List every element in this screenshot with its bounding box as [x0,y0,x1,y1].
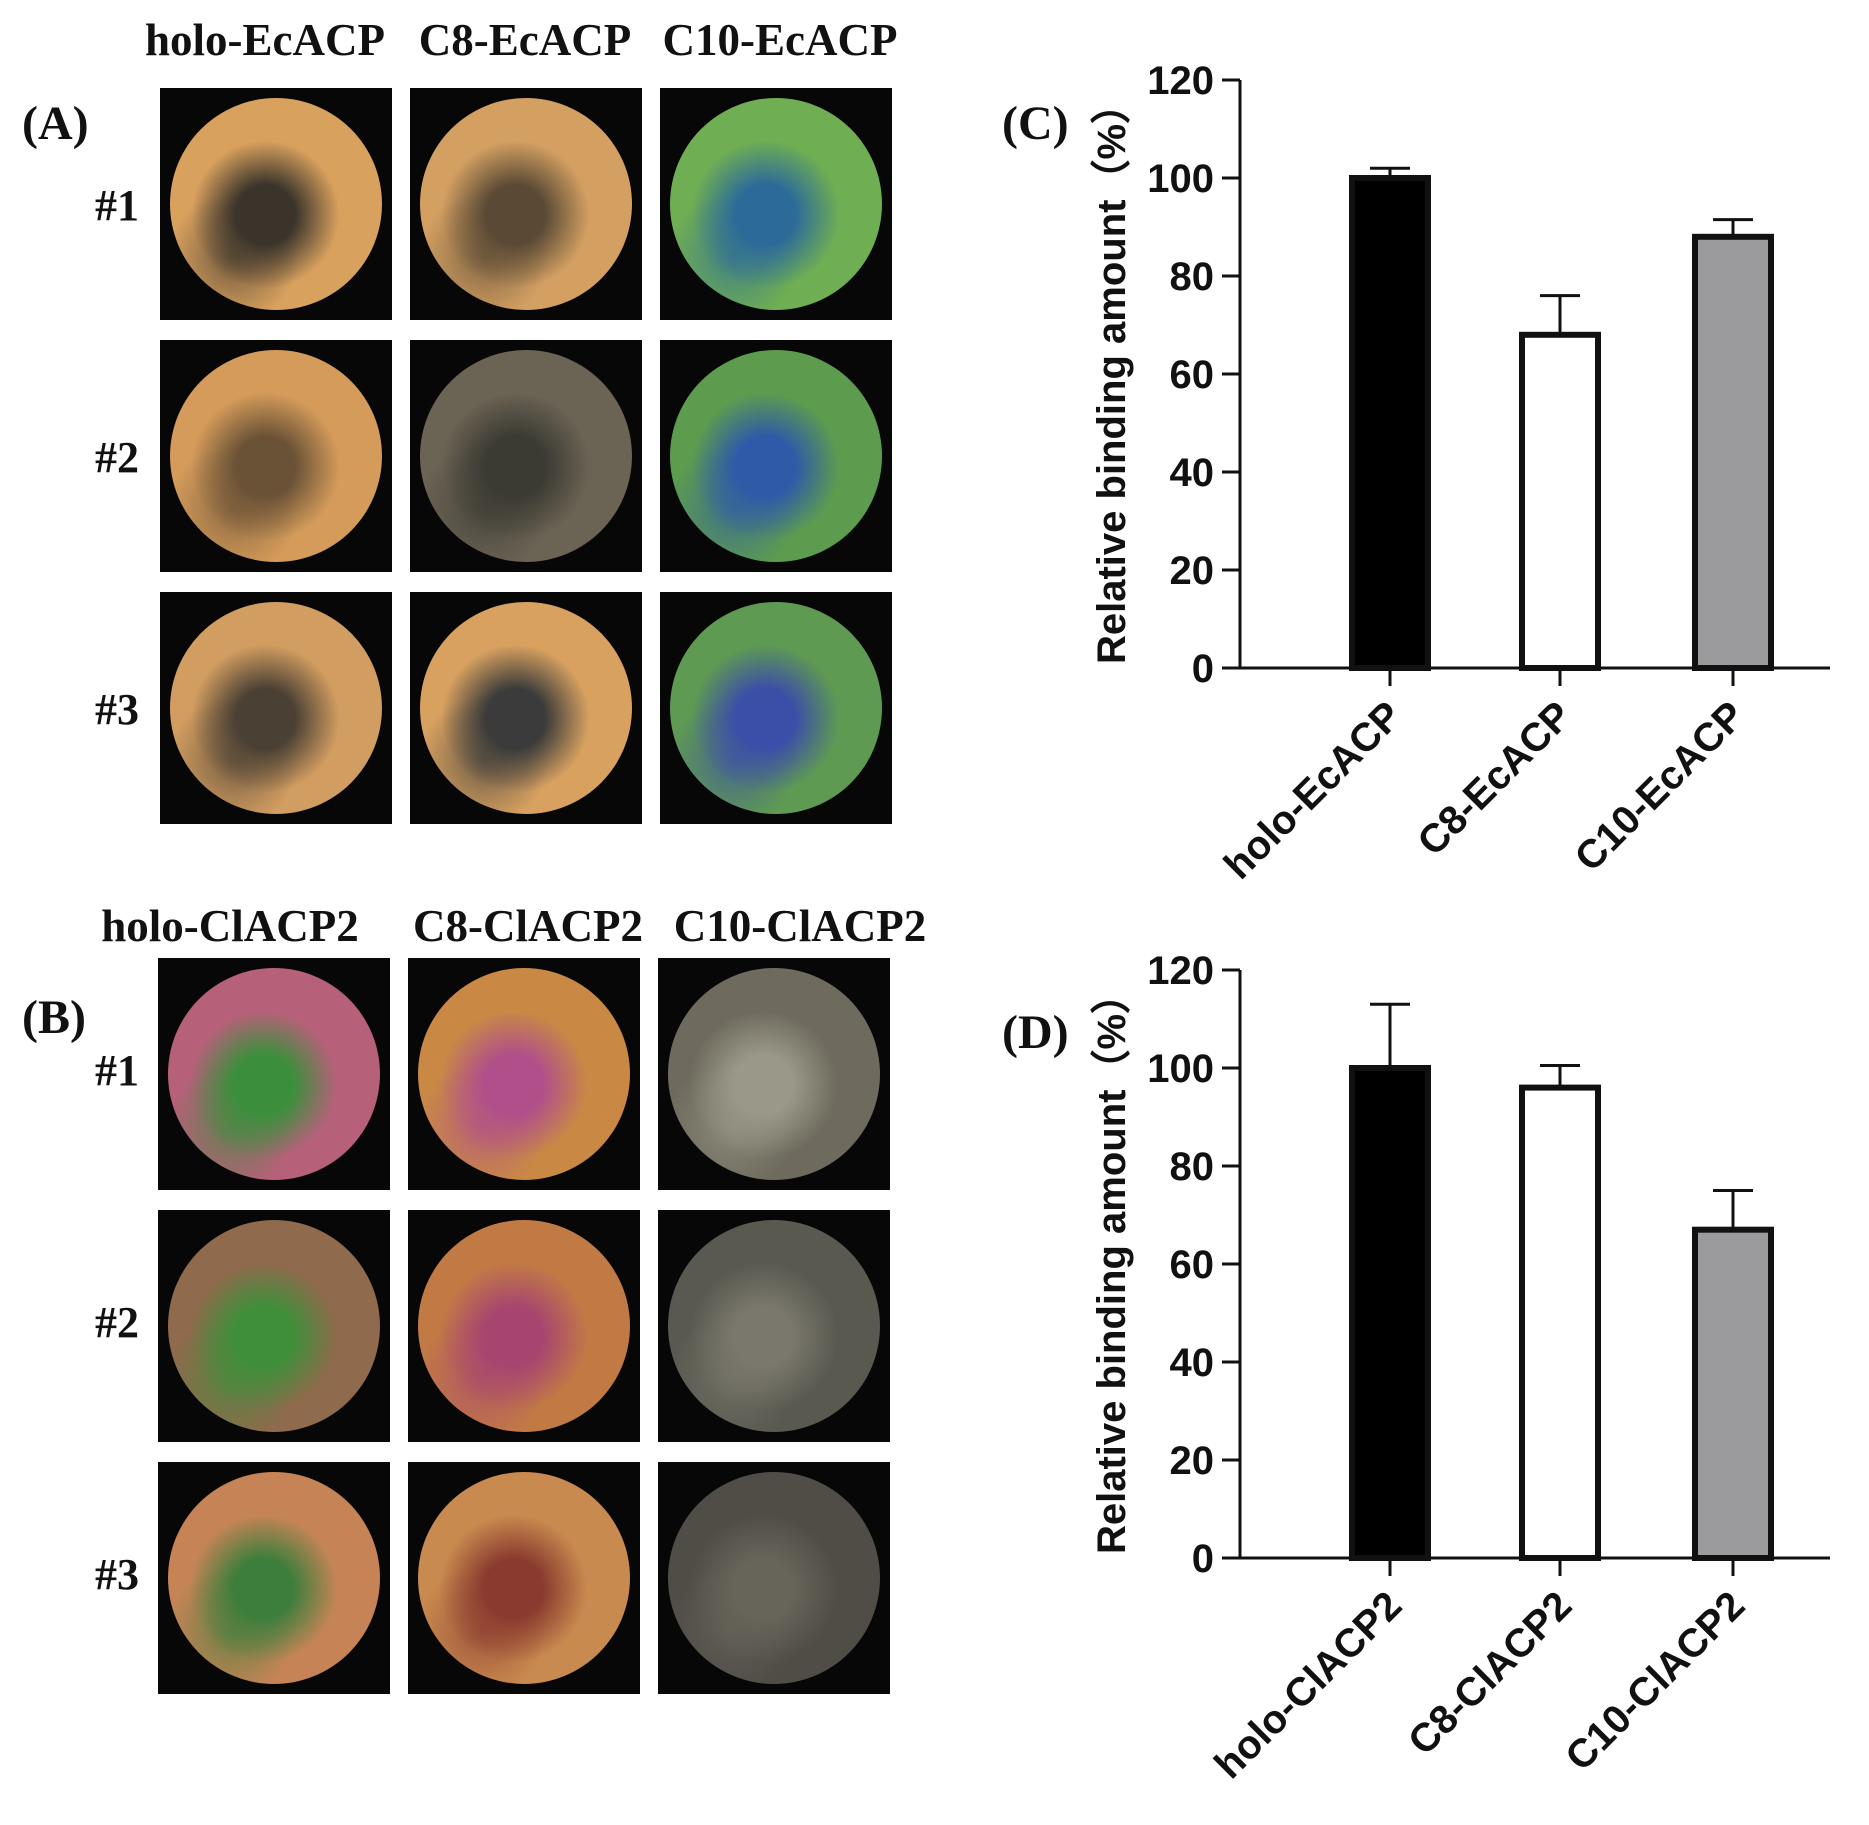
panel-b-label: (B) [22,991,86,1044]
panel-b-micrograph-r3-c2 [408,1462,640,1694]
sample-droplet [420,350,632,562]
chart-c-bar-2 [1692,233,1774,672]
panel-a-col-label-3: C10-EcACP [662,15,898,65]
panel-b-micrograph-r3-c1 [158,1462,390,1694]
chart-d-y-tick-label-2: 40 [1170,1341,1215,1385]
sample-droplet [418,1220,630,1432]
sample-droplet [420,98,632,310]
chart-d-y-tick-label-4: 80 [1170,1145,1215,1189]
panel-b-col-label-3: C10-ClACP2 [673,901,927,951]
panel-a-micrograph-r3-c3 [660,592,892,824]
panel-a-micrograph-r1-c1 [160,88,392,320]
panel-b-micrograph-r2-c3 [658,1210,890,1442]
sample-droplet [170,602,382,814]
chart-c-y-axis-label: Relative binding amount（%） [1090,84,1134,664]
chart-c-x-tick-label-0: holo-EcACP [1216,693,1411,888]
panel-a-row-label-2: #2 [95,433,139,482]
chart-c-y-tick-label-5: 100 [1147,157,1214,201]
panel-a-micrograph-r2-c1 [160,340,392,572]
sample-droplet [670,350,882,562]
chart-d-x-tick-label-2: C10-ClACP2 [1557,1583,1753,1779]
panel-b-micrograph-r2-c1 [158,1210,390,1442]
chart-c-y-tick-label-2: 40 [1170,451,1215,495]
sample-droplet [168,1220,380,1432]
panel-b-micrograph-r1-c1 [158,958,390,1190]
chart-d-y-tick-label-6: 120 [1147,949,1214,993]
chart-c-y-tick-label-0: 0 [1192,647,1214,691]
chart-d-bar-0 [1349,1065,1431,1561]
sample-droplet [168,968,380,1180]
chart-d-x-tick-label-1: C8-ClACP2 [1400,1583,1580,1763]
chart-d-x-tick-label-0: holo-ClACP2 [1206,1583,1410,1787]
sample-droplet [670,602,882,814]
chart-d-y-tick-label-1: 20 [1170,1439,1215,1483]
chart-d-bar-2 [1692,1226,1774,1561]
panel-b-micrograph-r1-c3 [658,958,890,1190]
panel-c-bar-chart: 0 20 40 60 80 100 120 Relative binding amount（%… [1090,59,1830,888]
sample-droplet [668,1220,880,1432]
panel-a-col-label-1: holo-EcACP [145,15,385,65]
panel-d-label: (D) [1002,1006,1069,1059]
panel-a-micrograph-r1-c3 [660,88,892,320]
chart-c-x-tick-label-2: C10-EcACP [1567,693,1754,880]
chart-c-y-tick-label-6: 120 [1147,59,1214,103]
sample-droplet [420,602,632,814]
panel-a-row-label-3: #3 [95,685,139,734]
chart-c-bar-1 [1519,331,1601,671]
panel-a-label: (A) [22,97,89,150]
chart-c-y-tick-label-4: 80 [1170,255,1215,299]
panel-a-micrograph-r3-c1 [160,592,392,824]
panel-a-col-label-2: C8-EcACP [418,15,632,65]
panel-b-col-label-1: holo-ClACP2 [101,901,359,951]
chart-c-y-tick-label-1: 20 [1170,549,1215,593]
sample-droplet [670,98,882,310]
chart-c-x-tick-label-1: C8-EcACP [1409,693,1580,864]
sample-droplet [418,968,630,1180]
chart-d-y-tick-label-3: 60 [1170,1243,1215,1287]
panel-b-micrograph-r3-c3 [658,1462,890,1694]
chart-d-y-axis-label: Relative binding amount（%） [1090,974,1134,1554]
panel-a-micrograph-r2-c3 [660,340,892,572]
panel-b-col-label-2: C8-ClACP2 [413,901,643,951]
panel-b-micrograph-r2-c2 [408,1210,640,1442]
sample-droplet [668,1472,880,1684]
panel-a-micrograph-r3-c2 [410,592,642,824]
chart-d-bar-1 [1519,1084,1601,1561]
chart-c-bar-0 [1349,175,1431,671]
panel-d-bar-chart: 0 20 40 60 80 100 120 Relative binding amount（%… [1090,949,1830,1787]
panel-b-row-label-3: #3 [95,1550,139,1599]
chart-d-y-tick-label-0: 0 [1192,1537,1214,1581]
sample-droplet [168,1472,380,1684]
panel-c-label: (C) [1002,97,1069,150]
sample-droplet [668,968,880,1180]
sample-droplet [170,98,382,310]
sample-droplet [418,1472,630,1684]
chart-c-y-tick-label-3: 60 [1170,353,1215,397]
chart-d-y-tick-label-5: 100 [1147,1047,1214,1091]
sample-droplet [170,350,382,562]
panel-b-row-label-1: #1 [95,1046,139,1095]
panel-b-row-label-2: #2 [95,1298,139,1347]
panel-a-micrograph-r2-c2 [410,340,642,572]
panel-a-row-label-1: #1 [95,181,139,230]
panel-a-micrograph-r1-c2 [410,88,642,320]
panel-b-micrograph-r1-c2 [408,958,640,1190]
